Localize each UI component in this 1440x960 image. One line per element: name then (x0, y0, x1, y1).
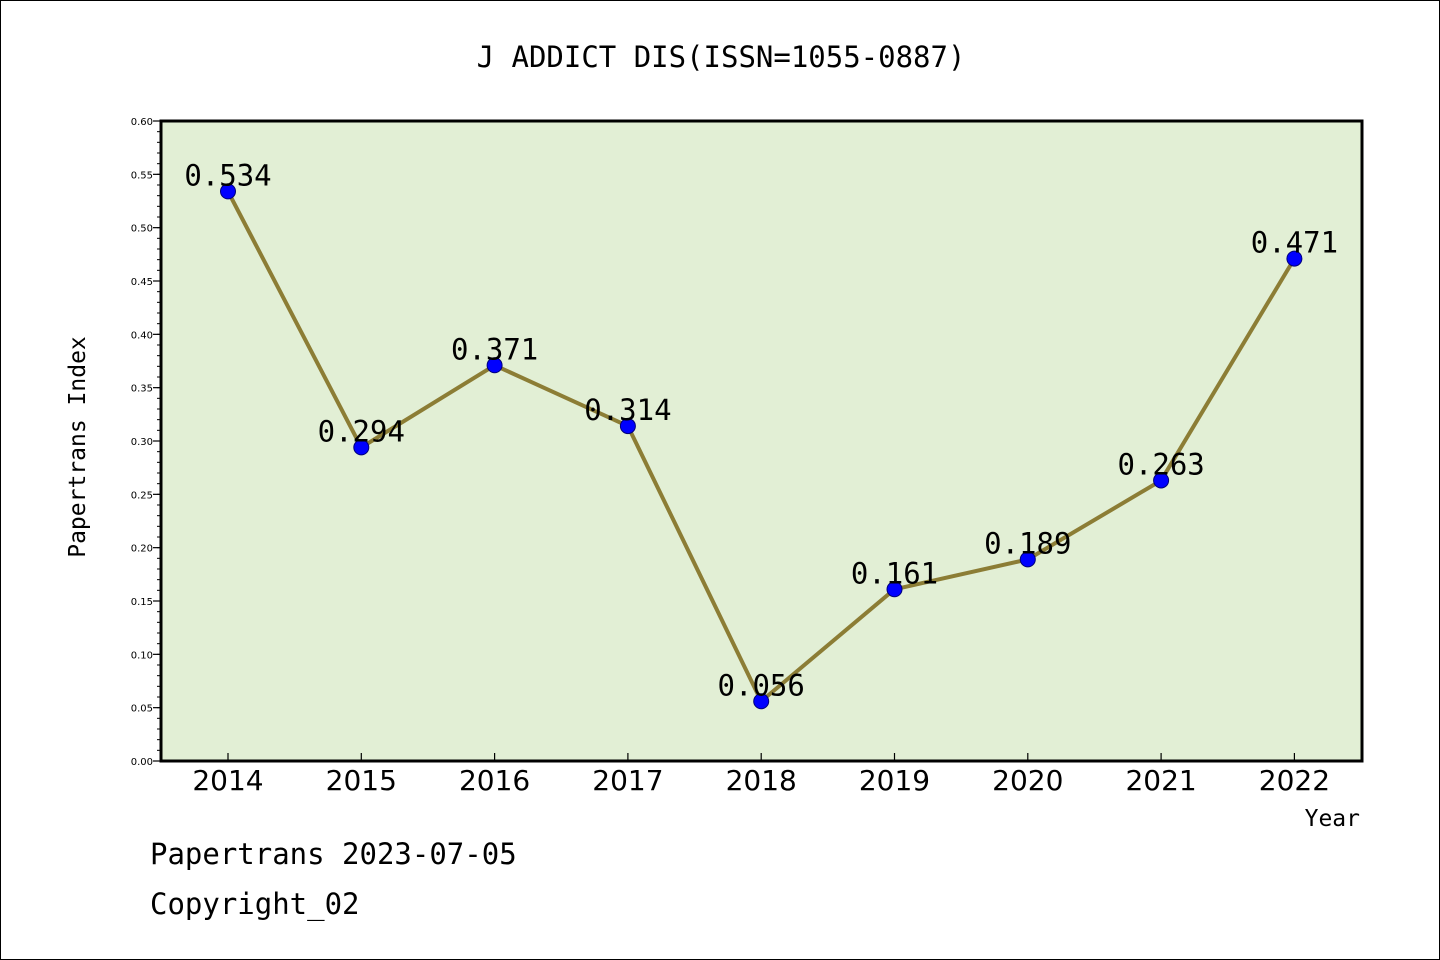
x-tick-label: 2016 (459, 764, 530, 797)
x-axis: 2014 2015 2016 2017 2018 2019 2020 2021 2022 (192, 753, 1330, 797)
y-tick-label: 0.55 (131, 170, 153, 181)
x-tick-label: 2020 (992, 764, 1063, 797)
y-tick-label: 0.60 (131, 117, 153, 128)
data-point (1019, 551, 1036, 568)
data-point (1153, 472, 1170, 489)
y-tick-label: 0.10 (131, 650, 153, 661)
y-tick-label: 0.20 (131, 544, 153, 555)
data-point (220, 183, 236, 200)
data-label: 0.263 (1117, 447, 1204, 481)
footer-copyright: Copyright_02 (150, 887, 360, 922)
plot-frame (159, 119, 1364, 763)
data-point (486, 357, 503, 374)
data-point (1286, 250, 1303, 267)
data-label: 0.314 (584, 393, 671, 427)
x-tick-label: 2021 (1125, 764, 1196, 797)
x-tick-label: 2017 (592, 764, 663, 797)
data-point (619, 418, 636, 435)
x-axis-label: Year (1305, 806, 1360, 832)
y-tick-label: 0.15 (131, 597, 153, 608)
y-tick-label: 0.00 (131, 757, 153, 768)
data-point (353, 439, 370, 456)
footer-date: Papertrans 2023-07-05 (150, 837, 517, 871)
y-tick-label: 0.25 (131, 490, 153, 501)
data-point (753, 693, 770, 710)
data-point (886, 581, 903, 598)
chart-title: J ADDICT DIS(ISSN=1055-0887) (477, 40, 966, 74)
y-axis: 0.00 0.05 0.10 0.15 0.20 0.25 0.30 0.35 0.40 0.45… (131, 117, 161, 768)
x-tick-label: 2018 (726, 764, 797, 797)
data-label: 0.161 (851, 556, 938, 590)
data-label: 0.371 (451, 332, 538, 366)
x-tick-label: 2014 (192, 764, 263, 797)
data-points (220, 183, 1303, 710)
data-label: 0.534 (184, 158, 271, 192)
y-tick-label: 0.35 (131, 384, 153, 395)
data-labels: 0.534 0.294 0.371 0.314 0.056 0.161 0.189 0.263… (184, 158, 1338, 702)
y-tick-label: 0.30 (131, 437, 153, 448)
data-label: 0.056 (718, 668, 805, 702)
y-tick-label: 0.40 (131, 330, 153, 341)
y-tick-label: 0.05 (131, 704, 153, 715)
data-label: 0.294 (318, 414, 405, 448)
y-axis-label: Papertrans Index (65, 336, 91, 558)
x-tick-label: 2015 (326, 764, 397, 797)
y-tick-label: 0.50 (131, 224, 153, 235)
y-tick-label: 0.45 (131, 277, 153, 288)
data-label: 0.189 (984, 526, 1071, 560)
x-tick-label: 2019 (859, 764, 930, 797)
data-label: 0.471 (1251, 226, 1338, 260)
x-tick-label: 2022 (1259, 764, 1330, 797)
